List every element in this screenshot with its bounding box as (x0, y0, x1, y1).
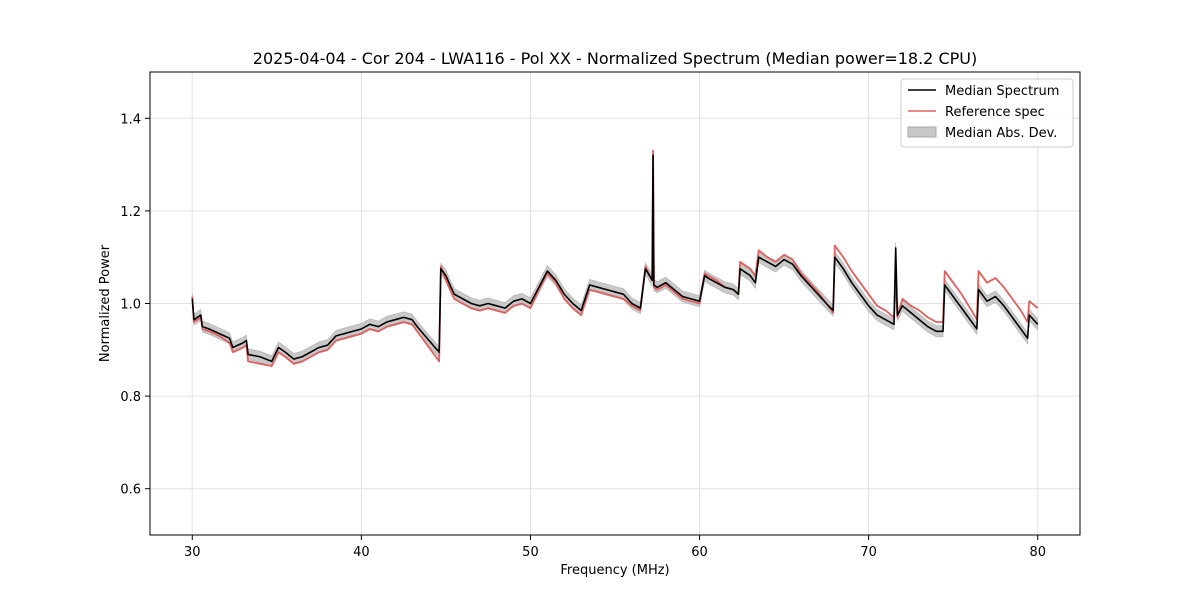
x-tick-label: 30 (184, 545, 201, 560)
x-tick-label: 50 (522, 545, 539, 560)
y-axis-label: Normalized Power (98, 244, 113, 362)
chart-title: 2025-04-04 - Cor 204 - LWA116 - Pol XX -… (253, 49, 977, 68)
y-axis-ticks: 0.6 0.8 1.0 1.2 1.4 (120, 112, 150, 498)
y-tick-label: 0.6 (120, 483, 141, 498)
x-tick-label: 60 (691, 545, 708, 560)
legend-label-reference: Reference spec (945, 105, 1045, 120)
y-tick-label: 1.2 (120, 205, 141, 220)
y-tick-label: 1.4 (120, 112, 141, 127)
x-axis-ticks: 30 40 50 60 70 80 (184, 535, 1046, 560)
x-tick-label: 80 (1029, 545, 1046, 560)
x-axis-label: Frequency (MHz) (560, 563, 669, 578)
y-tick-label: 1.0 (120, 298, 141, 313)
series-layer (191, 149, 1039, 367)
legend-swatch-mad (907, 126, 937, 138)
x-tick-label: 70 (860, 545, 877, 560)
series-median-spectrum (191, 154, 1039, 363)
x-tick-label: 40 (353, 545, 370, 560)
legend-label-mad: Median Abs. Dev. (945, 126, 1057, 141)
legend-box (900, 78, 1074, 148)
legend: Median Spectrum Reference spec Median Ab… (900, 78, 1074, 148)
legend-label-median: Median Spectrum (945, 84, 1059, 99)
y-tick-label: 0.8 (120, 390, 141, 405)
